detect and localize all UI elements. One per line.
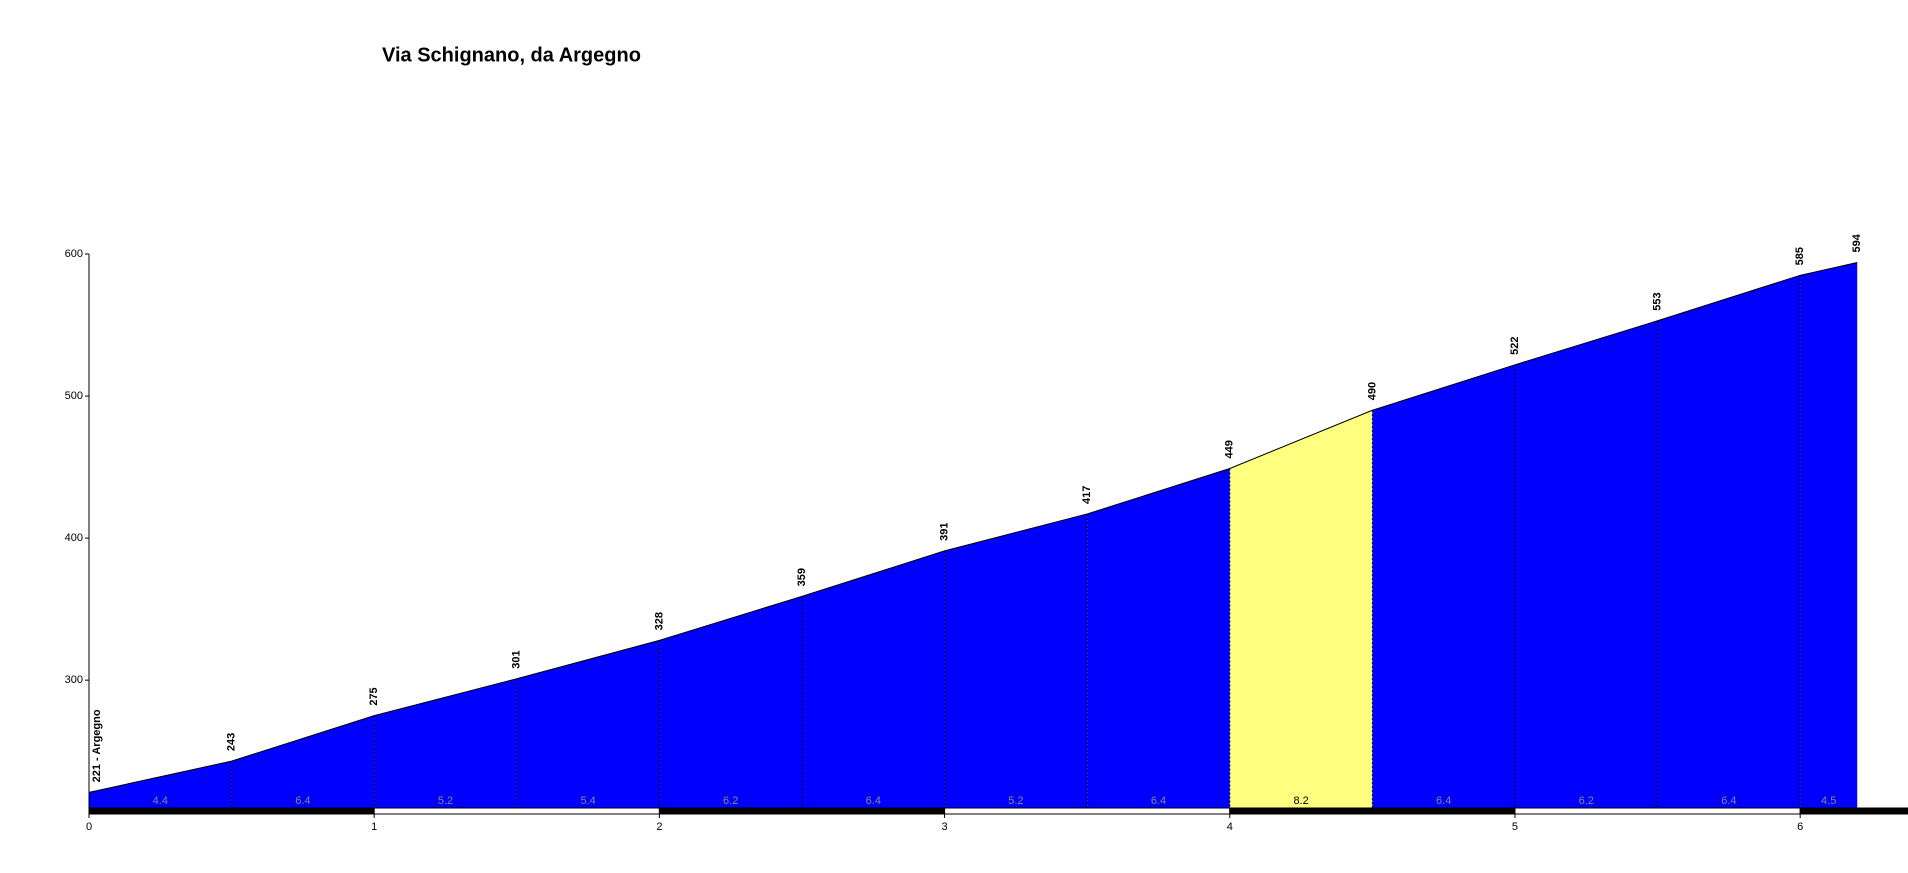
profile-segment <box>1229 410 1373 808</box>
x-tick-label: 6 <box>1797 821 1803 833</box>
profile-segment <box>89 761 232 808</box>
x-tick-label: 1 <box>371 821 377 833</box>
point-label: 594 <box>1851 233 1863 252</box>
km-bar <box>1799 807 1908 815</box>
gradient-label: 6.4 <box>295 795 310 807</box>
profile-segment <box>801 550 945 808</box>
point-label: 328 <box>653 612 665 630</box>
profile-segment <box>1087 468 1230 808</box>
point-label: 522 <box>1509 336 1521 354</box>
y-tick-label: 600 <box>65 248 83 260</box>
point-label: 585 <box>1794 247 1806 265</box>
gradient-label: 6.4 <box>1721 795 1736 807</box>
profile-segment <box>659 596 802 808</box>
x-tick-label: 3 <box>942 821 948 833</box>
point-label: 359 <box>796 568 808 586</box>
y-tick-label: 300 <box>65 674 83 686</box>
gradient-label: 5.2 <box>1008 795 1023 807</box>
profile-segment <box>516 640 660 808</box>
gradient-label: 6.4 <box>1436 795 1451 807</box>
gradient-label: 4.4 <box>153 795 168 807</box>
profile-segment <box>1372 364 1515 808</box>
profile-segment <box>1800 262 1858 808</box>
point-label: 449 <box>1224 440 1236 458</box>
gradient-label: 5.2 <box>438 795 453 807</box>
y-tick-label: 400 <box>65 532 83 544</box>
gradient-label: 4.5 <box>1821 795 1836 807</box>
point-label: 221 - Argegno <box>91 709 103 782</box>
point-label: 301 <box>511 650 523 668</box>
point-label: 417 <box>1081 486 1093 504</box>
point-label: 243 <box>226 733 238 751</box>
km-bar <box>373 807 660 815</box>
chart-title: Via Schignano, da Argegno <box>382 44 641 66</box>
point-label: 391 <box>938 523 950 541</box>
x-tick-label: 2 <box>656 821 662 833</box>
point-label: 275 <box>368 687 380 705</box>
y-tick-label: 500 <box>65 390 83 402</box>
gradient-label: 6.4 <box>1151 795 1166 807</box>
profile-segment <box>1514 320 1658 808</box>
x-tick-label: 0 <box>86 821 92 833</box>
gradient-label: 6.2 <box>1579 795 1594 807</box>
km-bar <box>944 807 1231 815</box>
point-label: 490 <box>1366 382 1378 400</box>
x-tick-label: 4 <box>1227 821 1233 833</box>
gradient-label: 6.2 <box>723 795 738 807</box>
profile-segment <box>231 715 375 808</box>
profile-line <box>88 262 1858 793</box>
profile-segment <box>944 513 1088 808</box>
profile-segment <box>1657 275 1801 808</box>
gradient-label: 5.4 <box>580 795 595 807</box>
km-bar <box>88 807 375 815</box>
gradient-label: 6.4 <box>866 795 881 807</box>
gradient-label: 8.2 <box>1293 795 1308 807</box>
x-tick-label: 5 <box>1512 821 1518 833</box>
km-bar <box>658 807 946 815</box>
point-label: 553 <box>1651 292 1663 310</box>
km-bar <box>1514 807 1801 815</box>
profile-segment <box>374 678 517 808</box>
km-bar <box>1229 807 1516 815</box>
